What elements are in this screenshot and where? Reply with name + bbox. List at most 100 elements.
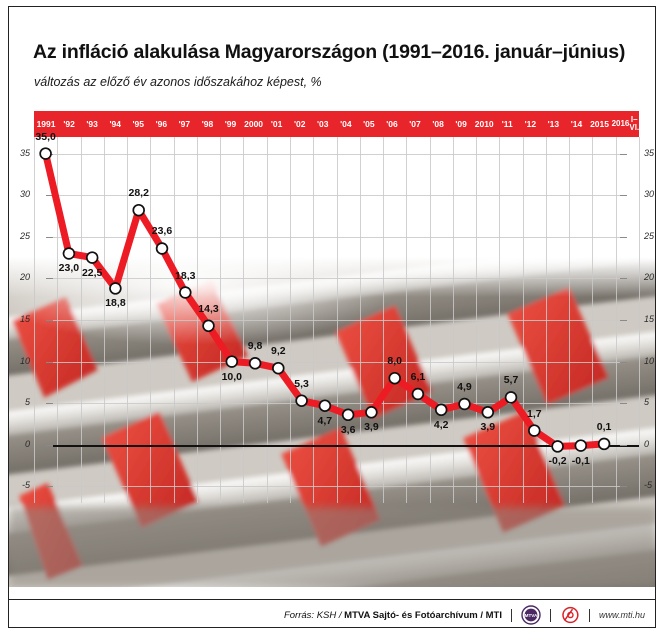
data-point-marker[interactable] [504, 391, 518, 404]
y-axis-tick-label: 25 [644, 230, 655, 241]
data-point-label: 23,6 [151, 225, 173, 238]
year-header-cell: '93 [80, 111, 103, 137]
data-point-marker[interactable] [365, 406, 378, 419]
data-point-marker[interactable] [248, 357, 262, 370]
y-axis-tick-label: 5 [644, 397, 650, 408]
data-point-marker[interactable] [481, 406, 495, 419]
year-label: '11 [501, 118, 513, 129]
year-label: '95 [132, 118, 145, 129]
data-point-marker[interactable] [434, 403, 448, 417]
data-point-marker[interactable] [62, 247, 76, 260]
year-header-cell: 2015 [587, 111, 611, 137]
year-header-cell: '04 [333, 111, 357, 137]
data-point-marker[interactable] [597, 437, 611, 451]
data-point-label: 5,7 [503, 374, 519, 387]
year-label: '92 [63, 118, 75, 129]
year-label: '12 [524, 118, 537, 129]
data-point-label: 18,8 [105, 297, 126, 310]
page-title: Az infláció alakulása Magyarországon (19… [33, 41, 626, 63]
data-point-marker[interactable] [109, 282, 122, 295]
year-label: 2015 [590, 118, 609, 129]
data-point-label: -0,1 [571, 454, 590, 467]
y-axis-tick-label: 30 [644, 189, 655, 200]
data-point-label: 3,9 [480, 421, 496, 434]
data-point-marker[interactable] [179, 286, 192, 299]
year-label: '08 [432, 118, 444, 129]
year-label: 2010 [474, 118, 494, 129]
mti-logo [560, 605, 580, 625]
year-header-cell: 2016 I–VI. [610, 111, 639, 137]
year-label: '06 [386, 118, 398, 129]
data-point-label: 5,3 [294, 377, 309, 390]
y-axis-tick-label: 5 [24, 397, 30, 408]
data-point-marker[interactable] [272, 361, 285, 375]
year-header-cell: '14 [564, 111, 587, 137]
year-header-cell: '96 [149, 111, 172, 137]
data-point-marker[interactable] [458, 397, 471, 411]
data-point-marker[interactable] [85, 251, 99, 264]
y-axis-tick-mark [620, 195, 627, 197]
svg-text:MTVA: MTVA [525, 613, 538, 618]
y-axis-tick-mark [46, 236, 53, 238]
y-axis-tick-label: 10 [644, 355, 655, 366]
year-label: '09 [455, 118, 467, 129]
data-point-marker[interactable] [388, 371, 401, 385]
y-axis-tick-label: -5 [21, 480, 30, 491]
grid-line-horizontal [53, 236, 620, 238]
y-axis-tick-label: 0 [24, 438, 30, 449]
y-axis-tick-mark [620, 486, 627, 488]
data-point-marker[interactable] [318, 399, 332, 412]
data-point-marker[interactable] [574, 439, 588, 452]
y-axis-tick-label: 15 [19, 314, 30, 324]
mtva-logo: MTVA [521, 605, 541, 625]
year-header-cell: '92 [57, 111, 80, 137]
data-point-label: 18,3 [175, 269, 196, 282]
data-point-marker[interactable] [155, 242, 169, 255]
footer: Forrás: KSH / MTVA Sajtó- és Fotóarchívu… [9, 603, 655, 627]
year-header-cell: '13 [541, 111, 564, 137]
data-point-label: 9,8 [247, 340, 263, 353]
data-point-marker[interactable] [528, 424, 541, 437]
year-label: '99 [224, 118, 237, 129]
data-point-marker[interactable] [202, 319, 215, 333]
infographic-frame: Az infláció alakulása Magyarországon (19… [8, 6, 656, 628]
data-point-marker[interactable] [39, 147, 52, 160]
data-point-label: 28,2 [128, 187, 149, 200]
source-prefix: Forrás: KSH / [283, 609, 345, 621]
data-point-label: 23,0 [58, 262, 80, 275]
year-header-cell: '98 [195, 111, 218, 137]
y-axis-tick-label: 15 [644, 314, 655, 324]
y-axis-tick-label: 10 [19, 355, 30, 366]
year-header-cell: '02 [287, 111, 311, 137]
data-point-label: 22,5 [81, 266, 103, 279]
page-subtitle: változás az előző év azonos időszakához … [34, 75, 322, 89]
footer-separator-2 [549, 608, 551, 622]
year-label: 1991 [36, 118, 56, 129]
data-point-label: 4,2 [433, 418, 449, 431]
chart-plot-area: 1991'92'93'94'95'96'97'98'99 2000'01'02'0… [20, 111, 654, 503]
data-point-marker[interactable] [132, 203, 145, 217]
year-label: '96 [155, 118, 168, 129]
year-header-cell: '09 [449, 111, 472, 137]
source-bold: MTVA Sajtó- és Fotóarchívum / MTI [344, 609, 502, 621]
y-axis-tick-label: 0 [644, 438, 650, 449]
data-point-label: 9,2 [271, 345, 286, 358]
inflation-series: 35,0 23,0 22,5 18,8 28,2 23,6 18,3 14,3 10,0 9,8 9… [34, 131, 639, 503]
data-point-label: 3,9 [364, 421, 379, 434]
footer-divider [9, 599, 655, 600]
data-point-marker[interactable] [411, 387, 425, 401]
year-header-cell: '05 [356, 111, 380, 137]
grid-line-horizontal [53, 403, 620, 405]
data-point-marker[interactable] [225, 355, 239, 368]
y-axis-tick-mark [620, 236, 627, 238]
data-point-marker[interactable] [551, 440, 564, 453]
year-label: 2000 [244, 118, 264, 129]
data-point-marker[interactable] [341, 408, 355, 422]
year-label: '07 [409, 118, 421, 129]
y-axis-tick-label: 20 [644, 272, 655, 283]
data-point-marker[interactable] [295, 394, 308, 407]
data-point-label: 8,0 [387, 355, 402, 368]
year-header-cell: '01 [264, 111, 288, 137]
year-label: '14 [570, 118, 583, 129]
